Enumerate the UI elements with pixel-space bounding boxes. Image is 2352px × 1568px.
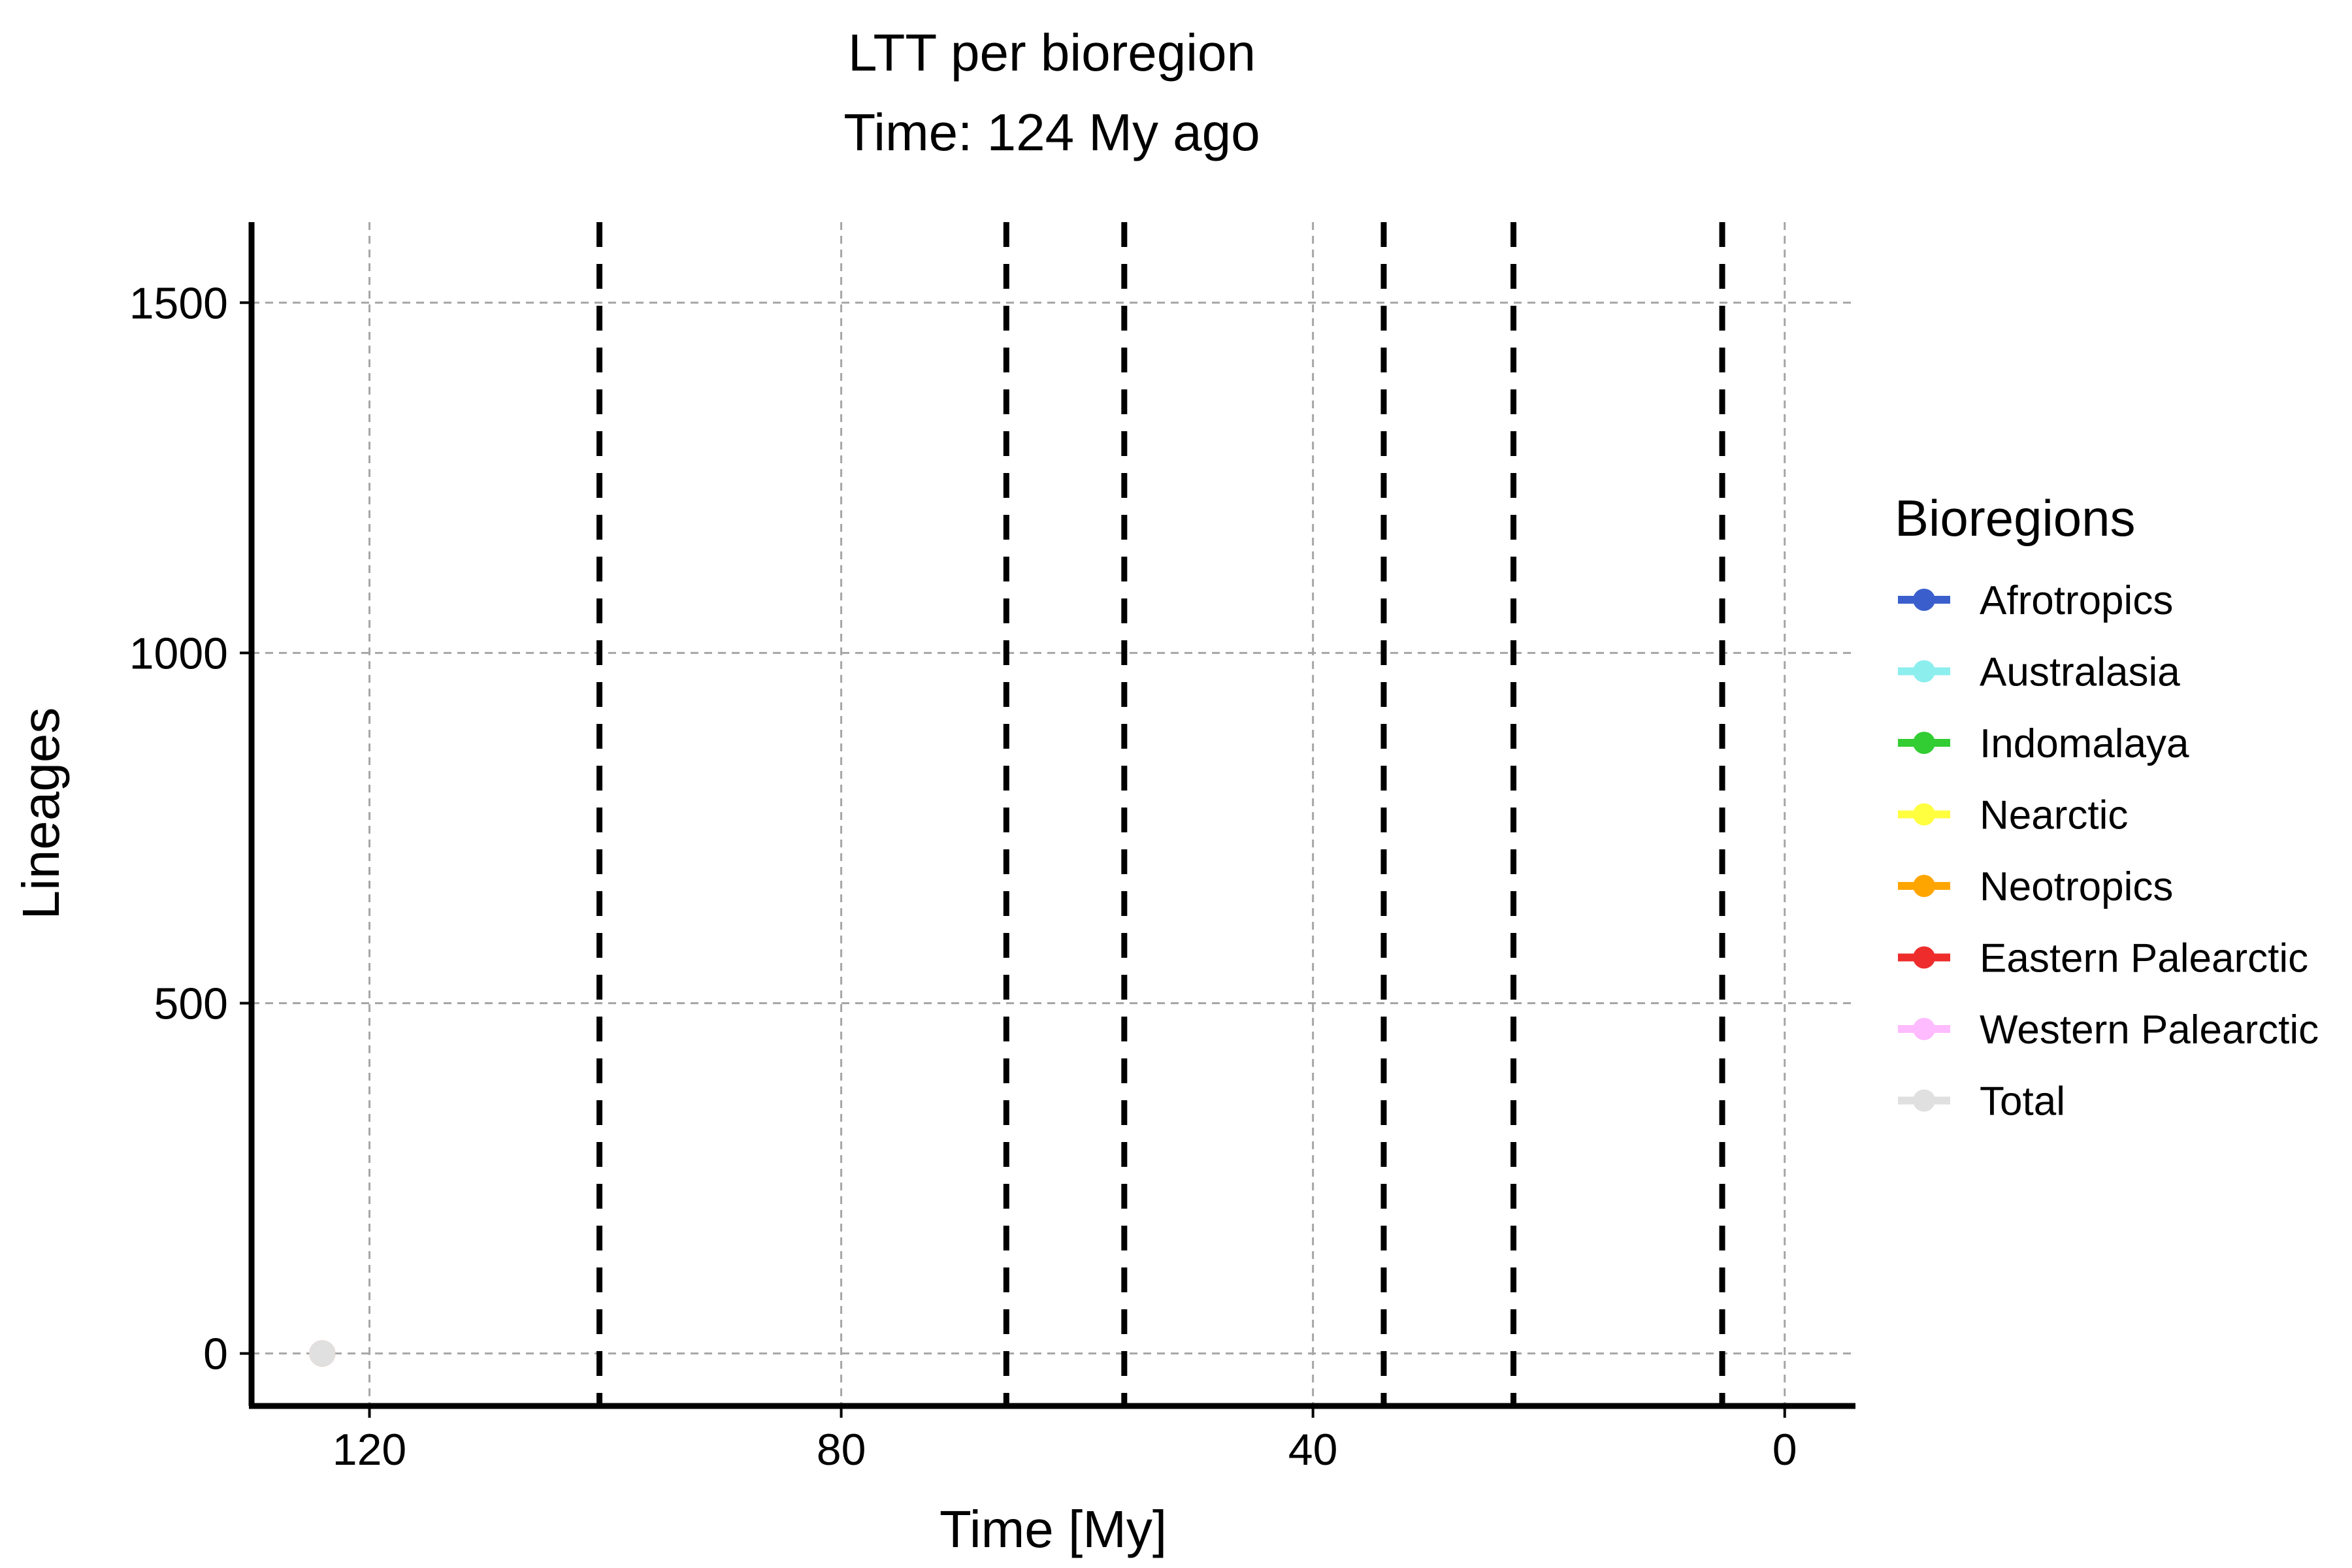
grid-lines [252, 222, 1855, 1406]
legend-item: Eastern Palearctic [1898, 936, 2308, 981]
legend-item: Australasia [1898, 650, 2180, 695]
legend-item: Neotropics [1898, 864, 2173, 909]
chart-subtitle: Time: 124 My ago [843, 103, 1260, 161]
series-point-total [309, 1340, 336, 1367]
x-tick-label: 40 [1288, 1425, 1338, 1475]
legend-key-point [1913, 732, 1935, 754]
legend-label: Eastern Palearctic [1980, 936, 2308, 981]
legend-item: Total [1898, 1079, 2065, 1124]
event-lines [596, 222, 1725, 1406]
legend-key-point [1913, 946, 1935, 969]
series-layer [309, 1340, 336, 1367]
y-axis-title: Lineages [12, 708, 70, 920]
legend-title: Bioregions [1895, 489, 2136, 547]
legend-item: Western Palearctic [1898, 1007, 2319, 1053]
legend-key-point [1913, 1089, 1935, 1112]
y-tick-label: 1000 [129, 629, 228, 678]
legend-label: Indomalaya [1980, 721, 2189, 766]
y-tick-label: 1500 [129, 278, 228, 328]
x-axis-title: Time [My] [939, 1500, 1167, 1558]
tick-labels: 0 500 1000 1500 120 80 40 0 [129, 278, 1797, 1475]
legend-label: Afrotropics [1980, 578, 2173, 623]
legend-label: Australasia [1980, 650, 2180, 695]
legend-key-point [1913, 803, 1935, 826]
legend-label: Nearctic [1980, 793, 2128, 838]
legend-key-point [1913, 875, 1935, 897]
y-tick-label: 0 [203, 1330, 228, 1379]
legend-label: Western Palearctic [1980, 1007, 2319, 1053]
chart-title: LTT per bioregion [848, 24, 1256, 82]
legend-key-point [1913, 660, 1935, 683]
legend-item: Afrotropics [1898, 578, 2173, 623]
legend-key-point [1913, 1018, 1935, 1040]
legend-items: Afrotropics Australasia Indomalaya Nearctic… [1898, 578, 2319, 1124]
legend-key-point [1913, 589, 1935, 611]
legend-item: Indomalaya [1898, 721, 2189, 766]
x-tick-label: 0 [1772, 1425, 1797, 1475]
y-tick-label: 500 [154, 979, 228, 1028]
axes [240, 222, 1855, 1418]
legend-item: Nearctic [1898, 793, 2128, 838]
x-tick-label: 80 [817, 1425, 866, 1475]
legend-label: Total [1980, 1079, 2065, 1124]
legend: Bioregions Afrotropics Australasia Indomal… [1895, 489, 2319, 1124]
legend-label: Neotropics [1980, 864, 2173, 909]
x-tick-label: 120 [333, 1425, 406, 1475]
